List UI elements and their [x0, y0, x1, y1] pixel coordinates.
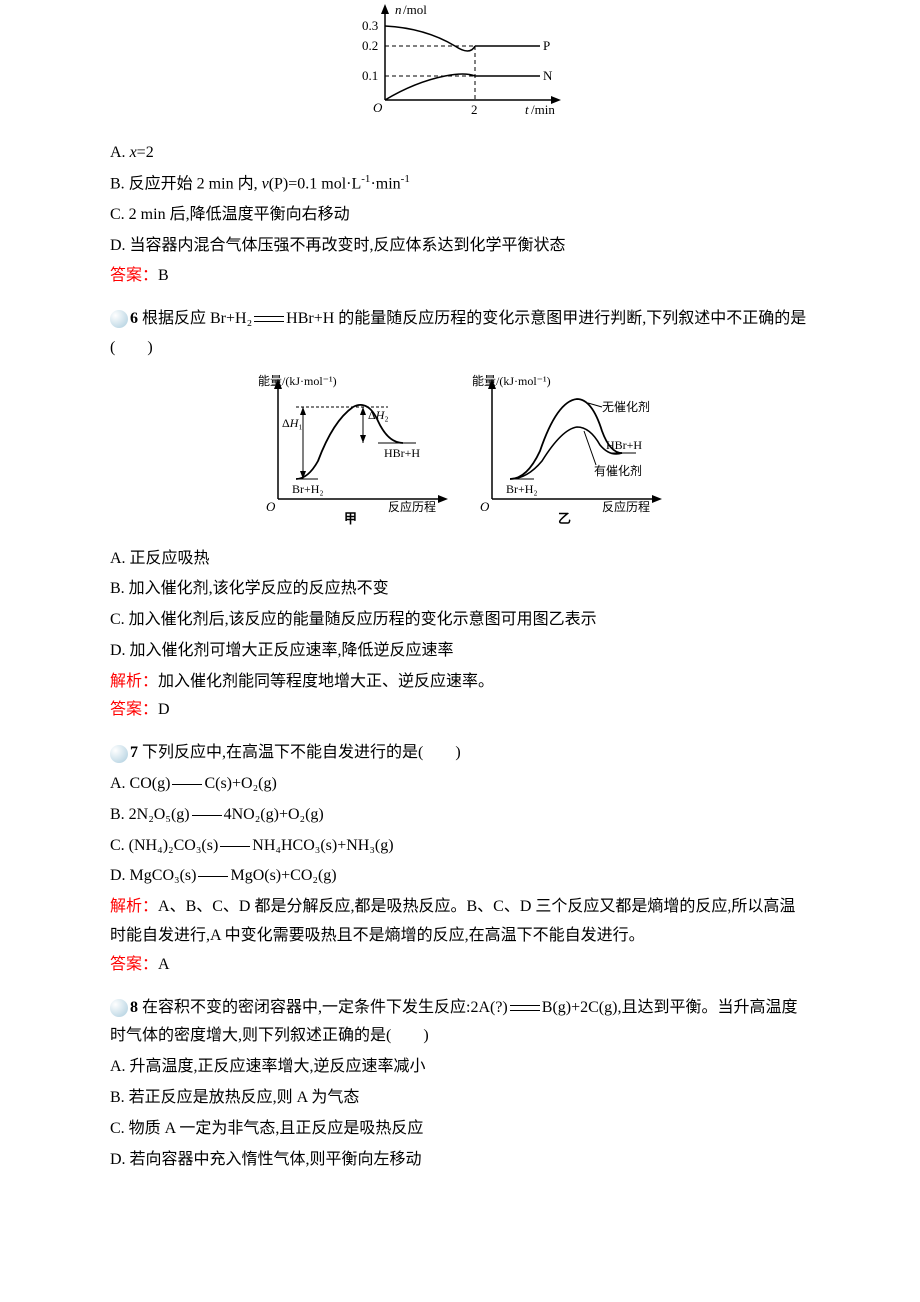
q5-option-d: D. 当容器内混合气体压强不再改变时,反应体系达到化学平衡状态: [110, 232, 810, 261]
q7-answer: 答案：A: [110, 951, 810, 980]
q7-analysis: 解析：A、B、C、D 都是分解反应,都是吸热反应。B、C、D 三个反应又都是熵增…: [110, 893, 810, 951]
svg-text:Br+H₂: Br+H₂: [292, 482, 324, 496]
q6-option-d: D. 加入催化剂可增大正反应速率,降低逆反应速率: [110, 637, 810, 666]
q6-diagrams: 能量/(kJ·mol⁻¹) ΔH₁ ΔH₂ Br+H₂ HBr+H O 反应历程…: [110, 371, 810, 537]
analysis-text: A、B、C、D 都是分解反应,都是吸热反应。B、C、D 三个反应又都是熵增的反应…: [110, 898, 795, 944]
q6-diagram-right: 能量/(kJ·mol⁻¹) 无催化剂 Br+H₂ HBr+H 有催化剂 O 反应…: [462, 371, 672, 526]
q6-analysis: 解析：加入催化剂能同等程度地增大正、逆反应速率。: [110, 668, 810, 697]
ytick-02: 0.2: [362, 38, 378, 53]
svg-text:能量/(kJ·mol⁻¹): 能量/(kJ·mol⁻¹): [472, 374, 551, 388]
q6-stem: 6 根据反应 Br+H₂HBr+H 的能量随反应历程的变化示意图甲进行判断,下列…: [110, 305, 810, 363]
svg-text:反应历程: 反应历程: [602, 499, 650, 514]
q8-stem: 8 在容积不变的密闭容器中,一定条件下发生反应:2A(?)B(g)+2C(g),…: [110, 994, 810, 1052]
arrow-icon: [220, 846, 250, 847]
q7-option-c: C. (NH₄)₂CO₃(s)NH₄HCO₃(s)+NH₃(g): [110, 832, 810, 861]
svg-text:O: O: [266, 499, 276, 514]
answer-label: 答案：: [110, 267, 158, 284]
q5-option-b: B. 反应开始 2 min 内, v(P)=0.1 mol·L-1·min-1: [110, 170, 810, 199]
q8: 8 在容积不变的密闭容器中,一定条件下发生反应:2A(?)B(g)+2C(g),…: [110, 994, 810, 1175]
analysis-label: 解析：: [110, 898, 158, 915]
xtick-2: 2: [471, 102, 478, 117]
graph-svg: n /mol 0.3 0.2 0.1 O P N 2 t /min: [345, 0, 575, 120]
answer-value: B: [158, 267, 169, 284]
answer-label: 答案：: [110, 956, 158, 973]
q6-option-a: A. 正反应吸热: [110, 545, 810, 574]
q6-number: 6: [130, 310, 138, 327]
svg-text:HBr+H: HBr+H: [606, 438, 642, 452]
svg-text:Br+H₂: Br+H₂: [506, 482, 538, 496]
y-axis-unit: /mol: [403, 2, 427, 17]
equilibrium-arrow-icon: [254, 314, 284, 324]
svg-text:ΔH₁: ΔH₁: [282, 416, 303, 430]
arrow-icon: [192, 815, 222, 816]
series-p-label: P: [543, 38, 550, 53]
q8-option-c: C. 物质 A 一定为非气态,且正反应是吸热反应: [110, 1115, 810, 1144]
q5-graph: n /mol 0.3 0.2 0.1 O P N 2 t /min: [110, 0, 810, 131]
arrow-icon: [198, 876, 228, 877]
q6-answer: 答案：D: [110, 696, 810, 725]
q7-stem: 7 下列反应中,在高温下不能自发进行的是( ): [110, 739, 810, 768]
q6-option-c: C. 加入催化剂后,该反应的能量随反应历程的变化示意图可用图乙表示: [110, 606, 810, 635]
answer-value: D: [158, 701, 170, 718]
x-axis-unit: /min: [531, 102, 555, 117]
q7-stem-text: 下列反应中,在高温下不能自发进行的是( ): [142, 744, 461, 761]
q8-number: 8: [130, 999, 138, 1016]
ytick-01: 0.1: [362, 68, 378, 83]
q8-option-a: A. 升高温度,正反应速率增大,逆反应速率减小: [110, 1053, 810, 1082]
q6-option-b: B. 加入催化剂,该化学反应的反应热不变: [110, 575, 810, 604]
svg-text:乙: 乙: [558, 511, 571, 526]
answer-value: A: [158, 956, 170, 973]
equilibrium-arrow-icon: [510, 1003, 540, 1013]
q8-stem-prefix: 在容积不变的密闭容器中,一定条件下发生反应:2A(?): [142, 999, 508, 1016]
answer-label: 答案：: [110, 701, 158, 718]
arrow-icon: [172, 784, 202, 785]
q7-option-b: B. 2N₂O₅(g)4NO₂(g)+O₂(g): [110, 801, 810, 830]
q6-diagram-left: 能量/(kJ·mol⁻¹) ΔH₁ ΔH₂ Br+H₂ HBr+H O 反应历程…: [248, 371, 458, 526]
q5-option-c: C. 2 min 后,降低温度平衡向右移动: [110, 201, 810, 230]
svg-text:无催化剂: 无催化剂: [602, 399, 650, 414]
series-n-label: N: [543, 68, 553, 83]
q5-answer: 答案：B: [110, 262, 810, 291]
y-axis-label: n: [395, 2, 402, 17]
q-bullet-icon: [110, 745, 128, 763]
q7-option-d: D. MgCO₃(s)MgO(s)+CO₂(g): [110, 862, 810, 891]
svg-text:甲: 甲: [344, 511, 357, 526]
q6: 6 根据反应 Br+H₂HBr+H 的能量随反应历程的变化示意图甲进行判断,下列…: [110, 305, 810, 725]
svg-text:ΔH₂: ΔH₂: [368, 408, 389, 422]
ytick-03: 0.3: [362, 18, 378, 33]
q8-option-b: B. 若正反应是放热反应,则 A 为气态: [110, 1084, 810, 1113]
q-bullet-icon: [110, 310, 128, 328]
x-axis-label: t: [525, 102, 529, 117]
svg-text:O: O: [480, 499, 490, 514]
q5-options: A. x=2 B. 反应开始 2 min 内, v(P)=0.1 mol·L-1…: [110, 139, 810, 261]
svg-text:有催化剂: 有催化剂: [594, 463, 642, 478]
svg-text:HBr+H: HBr+H: [384, 446, 420, 460]
q7-option-a: A. CO(g)C(s)+O₂(g): [110, 770, 810, 799]
svg-text:反应历程: 反应历程: [388, 499, 436, 514]
q7: 7 下列反应中,在高温下不能自发进行的是( ) A. CO(g)C(s)+O₂(…: [110, 739, 810, 979]
q6-stem-prefix: 根据反应 Br+H₂: [142, 310, 252, 327]
q7-number: 7: [130, 744, 138, 761]
q-bullet-icon: [110, 999, 128, 1017]
analysis-label: 解析：: [110, 673, 158, 690]
analysis-text: 加入催化剂能同等程度地增大正、逆反应速率。: [158, 673, 494, 690]
q8-option-d: D. 若向容器中充入惰性气体,则平衡向左移动: [110, 1146, 810, 1175]
svg-text:能量/(kJ·mol⁻¹): 能量/(kJ·mol⁻¹): [258, 374, 337, 388]
q5-option-a: A. x=2: [110, 139, 810, 168]
origin: O: [373, 100, 383, 115]
